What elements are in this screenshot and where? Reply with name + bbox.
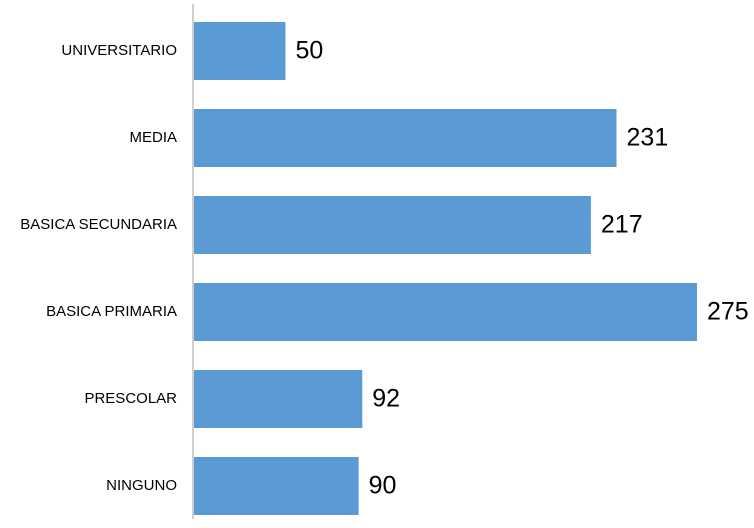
value-label: 92	[372, 385, 400, 413]
bars-layer	[194, 22, 697, 515]
value-label: 217	[601, 211, 643, 239]
category-label: UNIVERSITARIO	[61, 42, 177, 59]
category-label: NINGUNO	[106, 477, 177, 494]
bar-basica-primaria	[194, 283, 697, 341]
bar-ninguno	[194, 457, 359, 515]
category-label: BASICA SECUNDARIA	[20, 216, 177, 233]
category-label: MEDIA	[129, 129, 177, 146]
category-label: PRESCOLAR	[84, 390, 177, 407]
labels-layer: UNIVERSITARIO 50 MEDIA 231 BASICA SECUNDARIA…	[20, 37, 748, 500]
value-label: 275	[707, 298, 749, 326]
bar-prescolar	[194, 370, 363, 428]
bar-universitario	[194, 22, 286, 80]
bar-media	[194, 109, 617, 167]
category-label: BASICA PRIMARIA	[46, 303, 177, 320]
value-label: 90	[369, 472, 397, 500]
bar-basica-secundaria	[194, 196, 591, 254]
value-label: 231	[627, 124, 669, 152]
value-label: 50	[295, 37, 323, 65]
